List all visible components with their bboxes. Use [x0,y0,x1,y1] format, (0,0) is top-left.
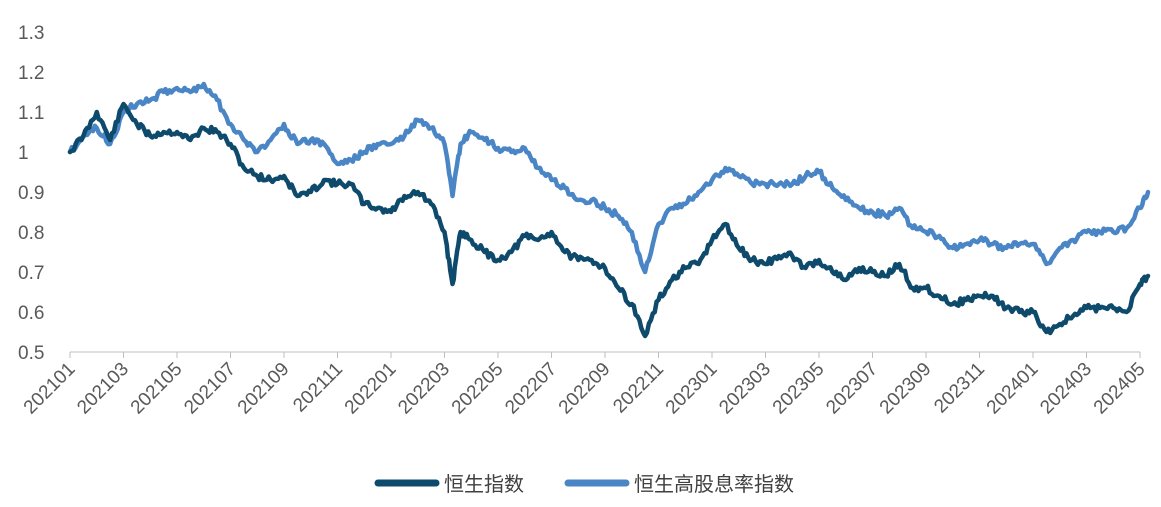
x-tick-label: 202203 [394,359,454,419]
series-line-hsi [67,101,1151,339]
x-tick-label: 202111 [289,359,347,417]
x-tick-label: 202109 [234,359,294,419]
y-tick-label: 0.7 [18,263,44,284]
series-line-hs-high-dividend [67,81,1151,275]
x-tick-label: 202205 [448,359,508,419]
legend-label: 恒生指数 [444,472,524,496]
x-tick-label: 202211 [609,359,668,418]
x-tick-label: 202107 [180,359,240,419]
x-tick-label: 202309 [876,359,936,419]
series-layer [67,81,1151,339]
x-tick-label: 202209 [555,359,615,419]
x-tick-label: 202307 [822,359,882,419]
x-tick-label: 202201 [341,359,401,419]
x-tick-label: 202401 [983,359,1043,419]
axes [69,351,1141,358]
x-tick-label: 202303 [715,359,775,419]
y-tick-label: 0.5 [18,343,44,364]
legend: 恒生指数 恒生高股息率指数 [374,472,794,496]
tick-labels: 0.50.60.70.80.911.11.21.3202101202103202… [18,23,1150,418]
x-tick-label: 202301 [662,359,722,419]
y-tick-label: 1 [18,143,29,164]
x-tick-label: 202311 [930,359,989,418]
y-tick-label: 0.9 [18,183,44,204]
y-tick-label: 0.6 [18,303,44,324]
x-tick-label: 202103 [73,359,133,419]
y-tick-label: 0.8 [18,223,44,244]
x-tick-label: 202105 [127,359,187,419]
x-tick-label: 202305 [769,359,829,419]
legend-label: 恒生高股息率指数 [634,472,794,496]
x-tick-label: 202405 [1090,359,1150,419]
y-tick-label: 1.1 [18,103,44,124]
x-tick-label: 202101 [20,359,80,419]
y-tick-label: 1.3 [18,23,44,44]
x-tick-label: 202207 [501,359,561,419]
y-tick-label: 1.2 [18,63,44,84]
x-tick-label: 202403 [1036,359,1096,419]
